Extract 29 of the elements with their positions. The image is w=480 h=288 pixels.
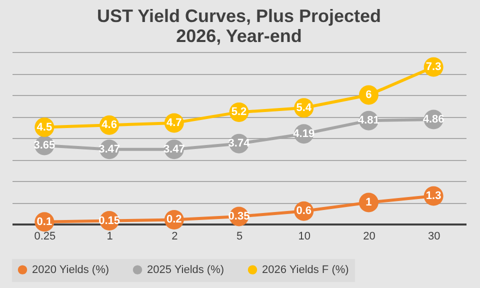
- x-tick-label: 2: [172, 230, 178, 242]
- data-label: 4.86: [422, 114, 444, 126]
- data-label: 5.4: [296, 102, 312, 114]
- legend-label: 2025 Yields (%): [147, 264, 224, 276]
- data-label: 0.35: [228, 210, 250, 222]
- data-label: 1.3: [426, 190, 442, 202]
- chart-title: UST Yield Curves, Plus Projected 2026, Year-end: [96, 6, 382, 46]
- data-label: 5.2: [231, 106, 247, 118]
- data-label: 0.1: [36, 216, 52, 228]
- data-label: 4.5: [36, 121, 52, 134]
- data-label: 6: [366, 89, 372, 101]
- x-tick-label: 20: [363, 230, 376, 242]
- legend-label: 2020 Yields (%): [32, 264, 110, 276]
- x-tick-label: 5: [236, 230, 243, 242]
- x-tick-label: 30: [428, 230, 440, 242]
- data-label: 0.6: [296, 205, 312, 218]
- x-tick-label: 10: [298, 230, 310, 242]
- data-label: 3.47: [98, 143, 120, 156]
- legend-label: 2026 Yields F (%): [262, 264, 349, 276]
- data-label: 1: [366, 196, 372, 208]
- data-label: 3.47: [163, 143, 185, 156]
- data-label: 4.6: [102, 119, 117, 132]
- x-tick-label: 1: [106, 230, 113, 242]
- data-label: 4.7: [166, 116, 182, 129]
- data-label: 7.3: [426, 61, 442, 74]
- data-label: 0.2: [166, 214, 182, 226]
- data-label: 0.15: [98, 214, 120, 227]
- x-tick-label: 0.25: [34, 230, 56, 242]
- data-label: 4.81: [358, 114, 380, 127]
